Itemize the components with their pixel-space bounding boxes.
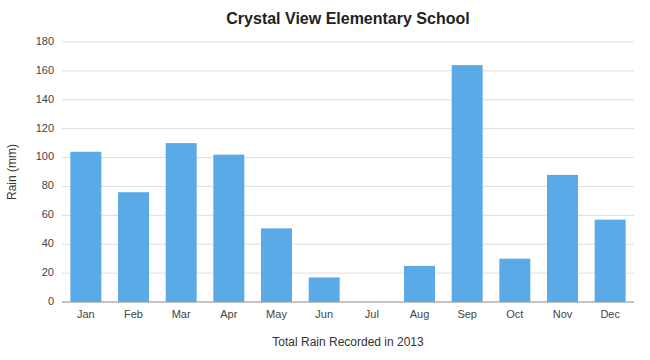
x-tick-label: Oct — [506, 308, 523, 320]
chart-svg: 0 20 40 60 80 100 120 140 160 180 Jan Feb Mar Apr May J… — [0, 0, 650, 360]
bar — [595, 220, 626, 302]
x-axis-label: Total Rain Recorded in 2013 — [272, 335, 424, 349]
bar — [118, 192, 149, 302]
y-tick-label: 20 — [42, 266, 54, 278]
bar — [452, 65, 483, 302]
bar — [261, 228, 292, 302]
y-tick-label: 0 — [48, 295, 54, 307]
y-tick-label: 140 — [36, 93, 54, 105]
y-tick-label: 160 — [36, 64, 54, 76]
grid-line — [62, 128, 634, 129]
x-axis-line — [62, 302, 634, 303]
x-tick-label: Jul — [365, 308, 379, 320]
bar — [213, 155, 244, 302]
grid-line — [62, 99, 634, 100]
grid — [62, 42, 634, 302]
bar — [499, 259, 530, 302]
grid-line — [62, 70, 634, 71]
x-tick-label: Aug — [410, 308, 430, 320]
x-tick-label: Nov — [553, 308, 573, 320]
bar — [404, 266, 435, 302]
bars — [70, 65, 625, 302]
x-tick-label: May — [266, 308, 287, 320]
y-tick-label: 120 — [36, 122, 54, 134]
x-tick-label: Jan — [77, 308, 95, 320]
y-tick-label: 80 — [42, 179, 54, 191]
y-axis-label: Rain (mm) — [5, 144, 19, 200]
x-tick-label: Mar — [172, 308, 191, 320]
y-tick-label: 40 — [42, 237, 54, 249]
x-tick-label: Sep — [457, 308, 477, 320]
grid-line — [62, 302, 634, 303]
bar — [309, 277, 340, 302]
bar — [70, 152, 101, 302]
y-tick-label: 180 — [36, 35, 54, 47]
grid-line — [62, 157, 634, 158]
grid-line — [62, 42, 634, 43]
chart-title: Crystal View Elementary School — [226, 10, 469, 27]
x-tick-label: Jun — [315, 308, 333, 320]
x-tick-label: Feb — [124, 308, 143, 320]
chart-container: 0 20 40 60 80 100 120 140 160 180 Jan Feb Mar Apr May J… — [0, 0, 650, 360]
bar — [166, 143, 197, 302]
x-tick-label: Apr — [220, 308, 237, 320]
bar — [547, 175, 578, 302]
y-tick-label: 100 — [36, 150, 54, 162]
y-tick-label: 60 — [42, 208, 54, 220]
x-tick-label: Dec — [600, 308, 620, 320]
